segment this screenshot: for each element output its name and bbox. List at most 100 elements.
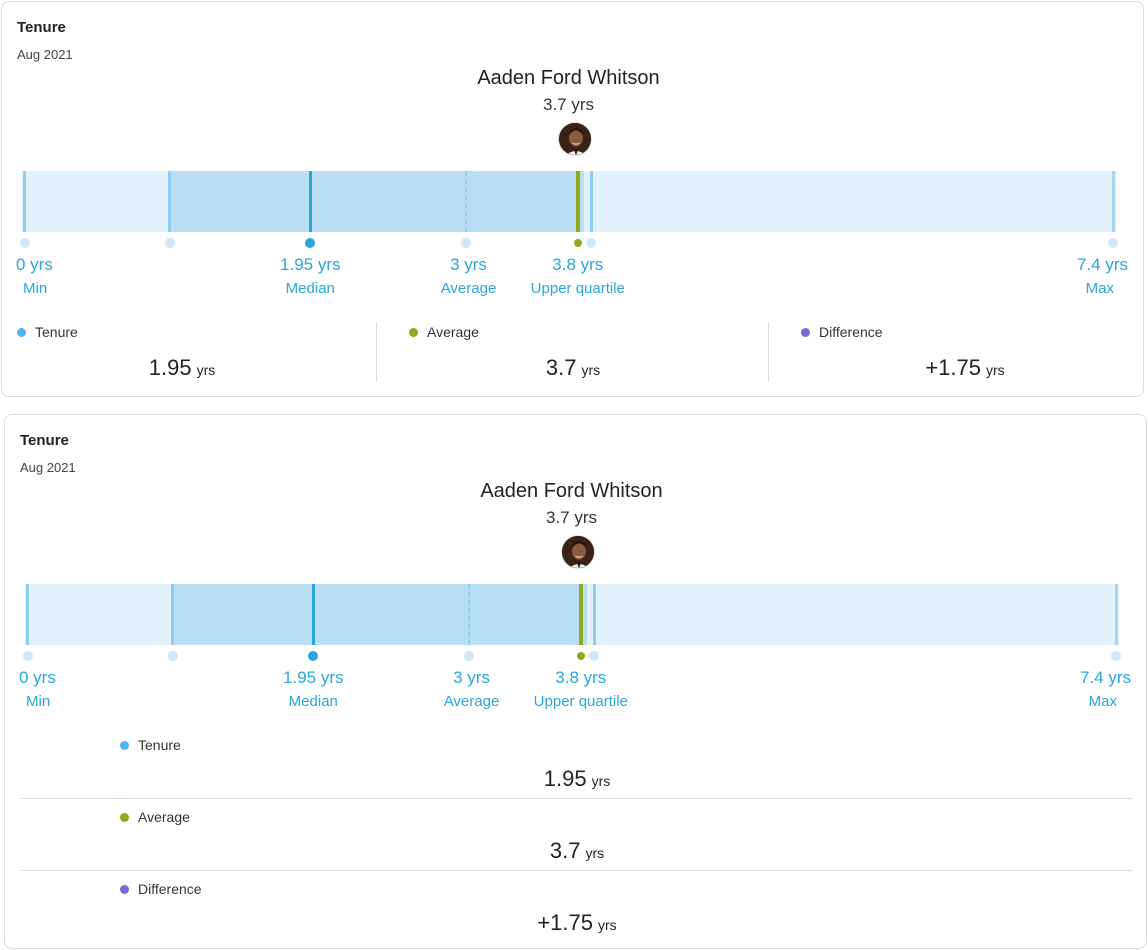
tick-label-min: Min (26, 693, 51, 710)
tick-label-average: Average (440, 280, 497, 297)
upper-quartile-dot (589, 651, 600, 661)
median-line (311, 584, 315, 645)
divider (20, 870, 1133, 871)
tick-label-upper-quartile: Upper quartile (533, 693, 628, 710)
average-dot-icon (120, 812, 129, 822)
divider (768, 322, 769, 382)
person-name: Aaden Ford Whitson (480, 480, 663, 502)
difference-value: +1.75 yrs (537, 910, 616, 936)
tick-value-average: 3 yrs (450, 255, 487, 274)
tenure-dot-icon (17, 327, 26, 337)
min-dot (19, 238, 30, 248)
max-line (1111, 171, 1115, 232)
tenure-value: 1.95 yrs (149, 355, 216, 381)
tick-label-median: Median (288, 693, 338, 710)
stat-number: +1.75 (537, 910, 593, 935)
tenure-dot-icon (120, 740, 129, 750)
tick-label-upper-quartile: Upper quartile (530, 280, 625, 297)
tick-label-min: Min (23, 280, 48, 297)
lower-quartile-dot (164, 238, 175, 248)
card-date: Aug 2021 (20, 460, 76, 475)
average-dot (463, 651, 474, 661)
person-name: Aaden Ford Whitson (477, 67, 660, 89)
upper-quartile-line (592, 584, 596, 645)
stat-number: +1.75 (925, 355, 981, 380)
min-line (26, 584, 30, 645)
max-dot (1108, 238, 1119, 248)
median-dot (308, 651, 319, 661)
legend-difference: Difference (801, 324, 883, 340)
legend-label: Average (138, 809, 190, 825)
tick-value-average: 3 yrs (453, 668, 490, 687)
legend-difference: Difference (120, 881, 202, 897)
stat-number: 1.95 (543, 766, 587, 791)
person-avatar-icon[interactable] (561, 535, 595, 569)
average-dot-icon (409, 327, 418, 337)
tick-value-median: 1.95 yrs (280, 255, 341, 274)
legend-label: Average (427, 324, 479, 340)
person-avatar-icon[interactable] (558, 122, 592, 156)
average-value: 3.7 yrs (550, 838, 604, 864)
stat-unit: yrs (598, 917, 617, 933)
lower-quartile-line (168, 171, 172, 232)
tenure-card-horizontal: Tenure Aug 2021 Aaden Ford Whitson 3.7 y… (1, 1, 1144, 397)
difference-dot-icon (801, 327, 810, 337)
tick-label-max: Max (1085, 280, 1114, 297)
legend-label: Tenure (138, 737, 181, 753)
stat-unit: yrs (591, 773, 611, 789)
upper-quartile-dot (586, 238, 597, 248)
max-line (1114, 584, 1118, 645)
person-dot (573, 239, 582, 247)
stat-number: 1.95 (148, 355, 192, 380)
average-line (467, 584, 470, 645)
tick-value-min: 0 yrs (16, 255, 53, 274)
max-dot (1111, 651, 1122, 661)
person-value: 3.7 yrs (542, 95, 595, 114)
min-dot (22, 651, 33, 661)
difference-value: +1.75 yrs (925, 355, 1004, 381)
stat-number: 3.7 (545, 355, 577, 380)
person-line (575, 171, 580, 232)
lower-quartile-line (171, 584, 175, 645)
tick-value-max: 7.4 yrs (1076, 255, 1128, 274)
stat-unit: yrs (585, 845, 605, 861)
tenure-range-bar (22, 171, 1116, 232)
card-title: Tenure (17, 19, 66, 36)
average-dot (460, 238, 471, 248)
legend-average: Average (120, 809, 190, 825)
legend-label: Tenure (35, 324, 78, 340)
tick-value-upper-quartile: 3.8 yrs (555, 668, 607, 687)
divider (20, 798, 1133, 799)
tenure-range-bar (25, 584, 1119, 645)
tick-label-median: Median (285, 280, 335, 297)
average-value: 3.7 yrs (546, 355, 600, 381)
person-dot (576, 652, 585, 660)
tenure-card-stacked: Tenure Aug 2021 Aaden Ford Whitson 3.7 y… (4, 414, 1147, 949)
person-value: 3.7 yrs (545, 508, 598, 527)
legend-label: Difference (138, 881, 202, 897)
tick-value-max: 7.4 yrs (1079, 668, 1131, 687)
stat-unit: yrs (581, 362, 601, 378)
person-line (578, 584, 583, 645)
stat-unit: yrs (986, 362, 1005, 378)
lower-quartile-dot (167, 651, 178, 661)
median-dot (305, 238, 316, 248)
tick-value-min: 0 yrs (19, 668, 56, 687)
stat-number: 3.7 (549, 838, 581, 863)
divider (376, 322, 377, 382)
interquartile-band (169, 171, 584, 232)
interquartile-band (172, 584, 587, 645)
upper-quartile-line (589, 171, 593, 232)
tenure-value: 1.95 yrs (544, 766, 611, 792)
min-line (23, 171, 27, 232)
average-line (464, 171, 467, 232)
legend-average: Average (409, 324, 479, 340)
median-line (308, 171, 312, 232)
card-title: Tenure (20, 432, 69, 449)
card-date: Aug 2021 (17, 47, 73, 62)
legend-label: Difference (819, 324, 883, 340)
difference-dot-icon (120, 884, 129, 894)
tick-value-median: 1.95 yrs (283, 668, 344, 687)
tick-label-max: Max (1088, 693, 1117, 710)
tick-value-upper-quartile: 3.8 yrs (552, 255, 604, 274)
